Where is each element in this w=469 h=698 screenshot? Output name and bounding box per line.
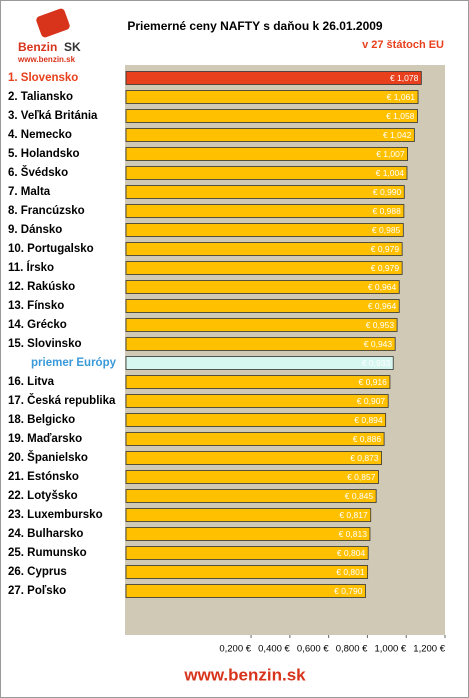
value-label: € 0,817: [339, 510, 368, 520]
category-label: 1. Slovensko: [8, 72, 78, 84]
category-label: 25. Rumunsko: [8, 547, 87, 559]
bar: [125, 299, 400, 313]
category-label: 17. Česká republika: [8, 394, 116, 407]
category-label: 23. Luxembursko: [8, 509, 103, 521]
category-label: 4. Nemecko: [8, 129, 72, 141]
bar: [125, 71, 422, 85]
value-label: € 1,078: [390, 73, 419, 83]
category-label: 8. Francúzsko: [8, 205, 85, 217]
value-label: € 0,979: [371, 244, 400, 254]
chart-title: Priemerné ceny NAFTY s daňou k 26.01.200…: [127, 19, 383, 33]
value-label: € 0,845: [345, 491, 374, 501]
logo-url: www.benzin.sk: [17, 55, 76, 64]
value-label: € 1,004: [376, 168, 405, 178]
value-label: € 0,886: [353, 434, 382, 444]
value-label: € 0,990: [373, 187, 402, 197]
value-label: € 0,916: [359, 377, 388, 387]
value-label: € 0,857: [347, 472, 376, 482]
value-label: € 0,953: [366, 320, 395, 330]
bar: [125, 394, 389, 408]
bar: [125, 166, 408, 180]
value-label: € 0,979: [371, 263, 400, 273]
category-label: 21. Estónsko: [8, 471, 79, 483]
category-label: 13. Fínsko: [8, 300, 64, 312]
value-label: € 0,985: [372, 225, 401, 235]
bar: [125, 223, 404, 237]
value-label: € 0,907: [357, 396, 386, 406]
category-label: 18. Belgicko: [8, 414, 75, 426]
bar: [125, 204, 405, 218]
logo-name: Benzin: [18, 40, 57, 54]
bar: [125, 147, 408, 161]
x-tick-label: 0,800 €: [336, 644, 368, 655]
bar: [125, 242, 403, 256]
bar: [125, 489, 377, 503]
category-label: 9. Dánsko: [8, 224, 62, 236]
category-label: 3. Veľká Británia: [8, 110, 98, 122]
bar: [125, 261, 403, 275]
value-label: € 0,988: [373, 206, 402, 216]
category-label: 27. Poľsko: [8, 585, 66, 597]
bar: [125, 337, 396, 351]
bar: [125, 565, 369, 579]
value-label: € 0,894: [354, 415, 383, 425]
category-label: 10. Portugalsko: [8, 243, 94, 255]
bar: [125, 527, 371, 541]
category-label: 26. Cyprus: [8, 566, 67, 578]
category-label: 7. Malta: [8, 186, 51, 198]
category-label: 19. Maďarsko: [8, 433, 82, 445]
bar: [125, 185, 405, 199]
category-label: 6. Švédsko: [8, 166, 68, 179]
value-label: € 0,804: [337, 548, 366, 558]
bar: [125, 546, 369, 560]
category-label: 24. Bulharsko: [8, 528, 83, 540]
value-label: € 0,801: [336, 567, 365, 577]
category-label: priemer Európy: [31, 357, 117, 369]
logo-country: SK: [64, 40, 81, 54]
value-label: € 1,007: [376, 149, 405, 159]
value-label: € 0,813: [339, 529, 368, 539]
category-label: 5. Holandsko: [8, 148, 80, 160]
value-label: € 0,873: [350, 453, 379, 463]
x-tick-label: 0,400 €: [258, 644, 290, 655]
bar: [125, 90, 419, 104]
bar: [125, 584, 366, 598]
bar: [125, 451, 382, 465]
bar: [125, 508, 372, 522]
category-label: 2. Taliansko: [8, 91, 73, 103]
value-label: € 0,943: [364, 339, 393, 349]
chart-subtitle: v 27 štátoch EU: [362, 39, 444, 51]
category-label: 20. Španielsko: [8, 451, 88, 464]
category-label: 14. Grécko: [8, 319, 67, 331]
value-label: € 1,061: [387, 92, 416, 102]
bar: [125, 128, 415, 142]
x-tick-label: 1,000 €: [375, 644, 407, 655]
value-label: € 1,042: [383, 130, 412, 140]
x-tick-label: 1,200 €: [413, 644, 445, 655]
bar: [125, 375, 391, 389]
category-label: 11. Írsko: [8, 261, 54, 274]
value-label: € 0,790: [334, 586, 363, 596]
x-tick-label: 0,200 €: [219, 644, 251, 655]
bar: [125, 470, 379, 484]
logo-icon: [36, 8, 70, 38]
bar: [125, 432, 385, 446]
value-label: € 1,058: [386, 111, 415, 121]
x-tick-label: 0,600 €: [297, 644, 329, 655]
category-label: 22. Lotyšsko: [8, 490, 78, 502]
category-label: 12. Rakúsko: [8, 281, 75, 293]
bar: [125, 356, 394, 370]
bar: [125, 318, 398, 332]
logo: Benzin SK www.benzin.sk: [17, 8, 81, 64]
category-label: 16. Litva: [8, 376, 55, 388]
value-label: € 0,933: [362, 358, 391, 368]
category-label: 15. Slovinsko: [8, 338, 82, 350]
bar: [125, 109, 418, 123]
footer: www.benzin.sk: [183, 665, 306, 684]
bar: [125, 280, 400, 294]
bar: [125, 413, 387, 427]
value-label: € 0,964: [368, 301, 397, 311]
value-label: € 0,964: [368, 282, 397, 292]
